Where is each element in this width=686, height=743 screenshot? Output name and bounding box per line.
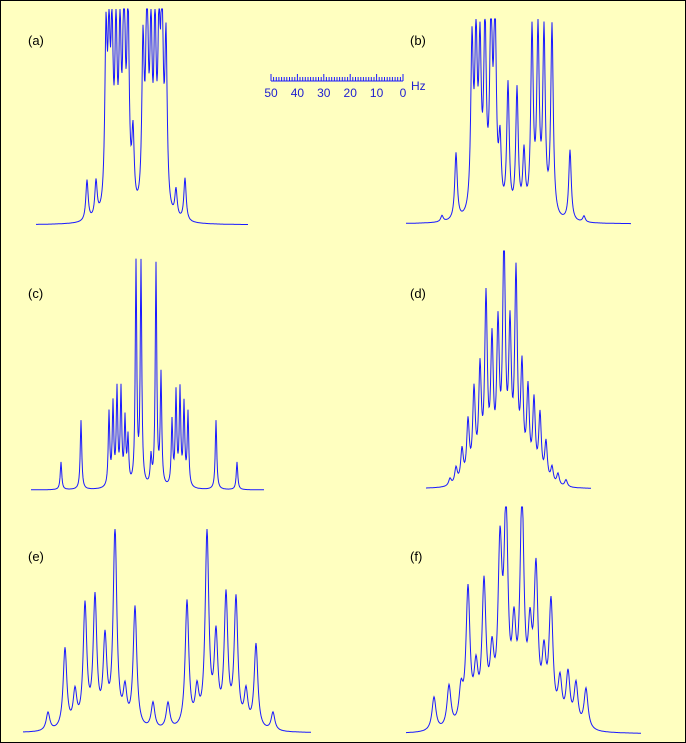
- spectrum-line: [31, 258, 264, 491]
- scale-tick-label: 20: [344, 86, 358, 100]
- hz-scale-bar: 50 40 30 20 10 0 Hz: [264, 74, 426, 100]
- panel-label: (b): [410, 33, 426, 48]
- spectrum-line: [36, 8, 248, 225]
- panel-label: (d): [410, 286, 426, 301]
- panel-label: (e): [28, 549, 44, 564]
- spectrum-line: [406, 18, 631, 225]
- panel-label: (c): [28, 286, 43, 301]
- scale-tick-label: 50: [264, 86, 278, 100]
- spectrum-line: [406, 506, 641, 734]
- spectrum-line: [426, 250, 591, 489]
- spectrum-panel: (f): [406, 506, 641, 734]
- scale-bar-unit: Hz: [411, 79, 426, 93]
- spectrum-panel: (e): [23, 528, 311, 733]
- scale-bar-minor-ticks: [270, 74, 404, 81]
- scale-tick-label: 10: [370, 86, 384, 100]
- scale-tick-label: 40: [291, 86, 305, 100]
- scale-tick-label: 0: [400, 86, 407, 100]
- scale-bar-tick-labels: 50 40 30 20 10 0: [264, 86, 406, 100]
- panel-label: (a): [28, 33, 44, 48]
- spectrum-panel: (b): [406, 18, 631, 225]
- spectrum-line: [23, 528, 311, 733]
- spectrum-panel: (c): [28, 258, 264, 491]
- scale-tick-label: 30: [317, 86, 331, 100]
- spectrum-panel: (d): [410, 250, 591, 489]
- panel-label: (f): [410, 549, 422, 564]
- spectra-panels: (a) (b) (c) (d) (e) (f): [23, 8, 641, 734]
- spectrum-panel: (a): [28, 8, 248, 225]
